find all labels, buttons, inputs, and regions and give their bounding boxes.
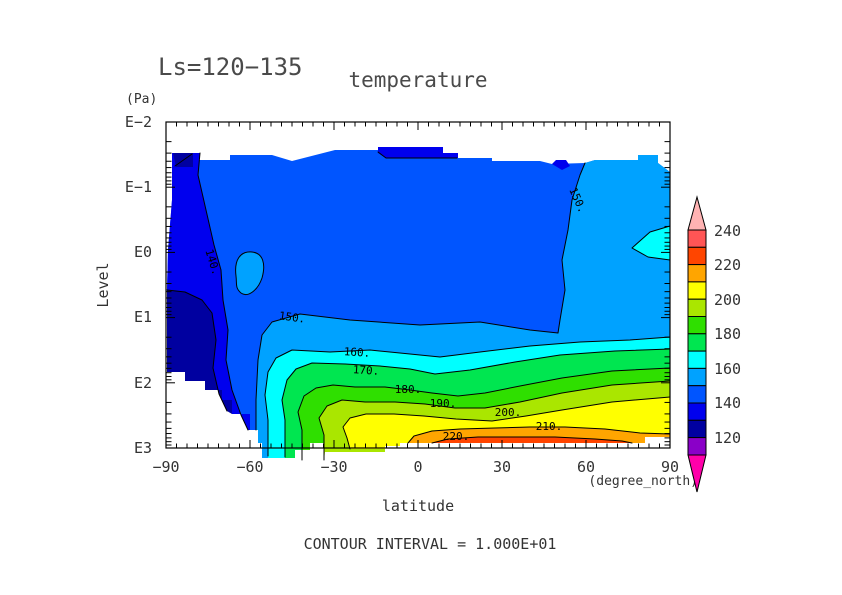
x-tick-label: 60 bbox=[577, 458, 595, 476]
contour-line-180 bbox=[297, 367, 671, 461]
y-tick-label: E3 bbox=[134, 439, 152, 457]
contour-label-200: 200. bbox=[495, 406, 522, 419]
colorbar-cell-140-150 bbox=[687, 385, 707, 404]
contour-line-160-wedge bbox=[631, 225, 671, 261]
contour-line-140-top-patch bbox=[377, 151, 458, 159]
colorbar-cell-210-220 bbox=[687, 264, 707, 283]
contour-line-140 bbox=[197, 152, 249, 431]
contour-label-210: 210. bbox=[536, 420, 563, 433]
x-axis-tick-labels: −90 −60 −30 0 30 60 90 bbox=[152, 458, 679, 476]
y-axis-tick-labels: E−2 E−1 E0 E1 E2 E3 bbox=[125, 113, 152, 457]
colorbar-label: 180 bbox=[714, 325, 741, 343]
contour-line-160 bbox=[264, 336, 671, 457]
y-tick-label: E−1 bbox=[125, 178, 152, 196]
contour-line-130-top bbox=[174, 153, 193, 167]
figure-subtitle-ls: Ls=120−135 bbox=[158, 53, 303, 81]
contour-label-220: 220. bbox=[443, 430, 470, 443]
band-130-140-top-patch bbox=[378, 147, 458, 158]
y-axis-title: Level bbox=[94, 262, 112, 307]
x-tick-label: −90 bbox=[152, 458, 179, 476]
colorbar-cell-230-240 bbox=[687, 229, 707, 248]
contour-label-190: 190. bbox=[430, 397, 457, 410]
x-tick-label: 0 bbox=[413, 458, 422, 476]
colorbar-under-triangle bbox=[687, 454, 707, 493]
colorbar: 240 220 200 180 160 140 120 bbox=[687, 195, 741, 493]
contour-line-190 bbox=[318, 380, 671, 461]
colorbar-cell-170-180 bbox=[687, 333, 707, 352]
colorbar-label: 140 bbox=[714, 394, 741, 412]
contour-line-210 bbox=[407, 426, 671, 444]
colorbar-label: 160 bbox=[714, 360, 741, 378]
contour-line-130 bbox=[166, 289, 228, 412]
colorbar-label: 240 bbox=[714, 222, 741, 240]
colorbar-cell-180-190 bbox=[687, 316, 707, 335]
contour-lines bbox=[166, 151, 671, 461]
y-tick-label: E1 bbox=[134, 308, 152, 326]
contour-line-150 bbox=[255, 162, 586, 431]
contour-line-170 bbox=[281, 348, 671, 458]
colorbar-label: 220 bbox=[714, 256, 741, 274]
contour-label-180: 180. bbox=[395, 383, 422, 396]
y-tick-label: E2 bbox=[134, 374, 152, 392]
contour-fill-bands bbox=[167, 147, 670, 460]
x-tick-label: 90 bbox=[661, 458, 679, 476]
y-tick-label: E−2 bbox=[125, 113, 152, 131]
colorbar-cell-110-120 bbox=[687, 437, 707, 456]
colorbar-cell-120-130 bbox=[687, 419, 707, 439]
contour-label-170: 170. bbox=[352, 363, 379, 378]
y-axis-unit: (Pa) bbox=[126, 92, 157, 107]
colorbar-cell-150-160 bbox=[687, 367, 707, 387]
contour-interval-note: CONTOUR INTERVAL = 1.000E+01 bbox=[304, 535, 557, 553]
colorbar-cell-130-140 bbox=[687, 402, 707, 421]
colorbar-tick-labels: 240 220 200 180 160 140 120 bbox=[714, 222, 741, 447]
contour-label-150-lower: 150. bbox=[278, 309, 306, 326]
band-150-160-pocket bbox=[235, 251, 264, 295]
colorbar-cell-190-200 bbox=[687, 298, 707, 318]
colorbar-label: 200 bbox=[714, 291, 741, 309]
colorbar-over-triangle bbox=[687, 195, 707, 231]
colorbar-cell-160-170 bbox=[687, 350, 707, 369]
band-120-130-cold-core bbox=[167, 290, 232, 414]
contour-line-150-pocket bbox=[235, 251, 265, 295]
x-axis-unit: (degree_north) bbox=[588, 474, 698, 489]
x-tick-label: 30 bbox=[493, 458, 511, 476]
colorbar-cell-200-210 bbox=[687, 281, 707, 300]
x-tick-label: −30 bbox=[320, 458, 347, 476]
contour-line-200 bbox=[342, 396, 671, 450]
contour-label-160: 160. bbox=[343, 345, 370, 360]
band-160-170-polar-wedge bbox=[632, 226, 670, 260]
figure-title-variable: temperature bbox=[348, 68, 487, 92]
contour-line-220 bbox=[431, 436, 633, 444]
x-tick-label: −60 bbox=[236, 458, 263, 476]
x-axis-title: latitude bbox=[382, 497, 454, 515]
colorbar-label: 120 bbox=[714, 429, 741, 447]
colorbar-cell-220-230 bbox=[687, 246, 707, 266]
axis-ticks bbox=[165, 121, 671, 449]
band-130-140-top-nub bbox=[552, 160, 570, 170]
y-tick-label: E0 bbox=[134, 243, 152, 261]
